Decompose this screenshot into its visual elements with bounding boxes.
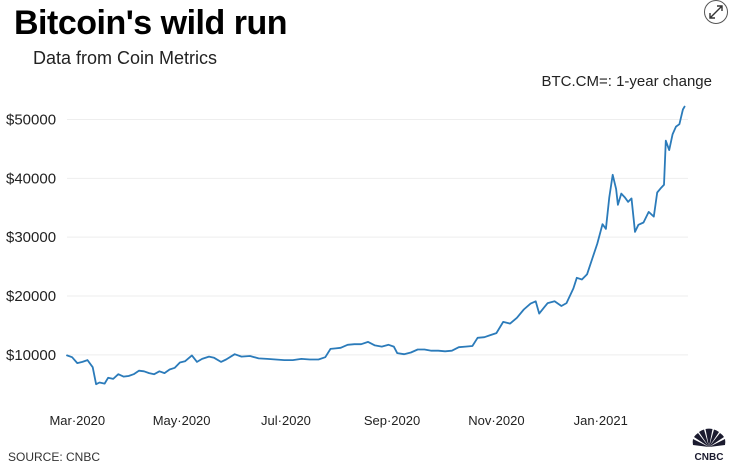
y-tick-label: $30000: [6, 229, 56, 246]
logo-text: CNBC: [695, 452, 724, 463]
chart-subtitle: Data from Coin Metrics: [33, 48, 218, 68]
y-tick-label: $10000: [6, 347, 56, 364]
x-tick-label: Sep·2020: [364, 413, 420, 428]
expand-arrows-icon: [709, 5, 723, 19]
x-axis-ticks: Mar·2020 May·2020 Jul·2020 Sep·2020 Nov·2020…: [49, 413, 627, 428]
x-tick-label: Jul·2020: [261, 413, 311, 428]
cnbc-logo: CNBC: [692, 428, 726, 463]
chart-title: Bitcoin's wild run: [14, 4, 287, 42]
expand-button[interactable]: [704, 0, 728, 24]
y-axis-ticks: $10000 $20000 $30000 $40000 $50000: [6, 112, 56, 364]
x-tick-label: Mar·2020: [49, 413, 105, 428]
y-tick-label: $50000: [6, 112, 56, 129]
x-tick-label: Nov·2020: [468, 413, 524, 428]
series-caption: BTC.CM=: 1-year change: [541, 73, 713, 90]
x-tick-label: May·2020: [153, 413, 211, 428]
series-line: [66, 105, 686, 386]
grid-lines: [67, 119, 688, 356]
y-tick-label: $20000: [6, 288, 56, 305]
series-layer: [66, 105, 686, 386]
peacock-logo-icon: [692, 428, 726, 447]
source-note: SOURCE: CNBC: [8, 450, 101, 464]
y-tick-label: $40000: [6, 170, 56, 187]
x-tick-label: Jan·2021: [574, 413, 628, 428]
